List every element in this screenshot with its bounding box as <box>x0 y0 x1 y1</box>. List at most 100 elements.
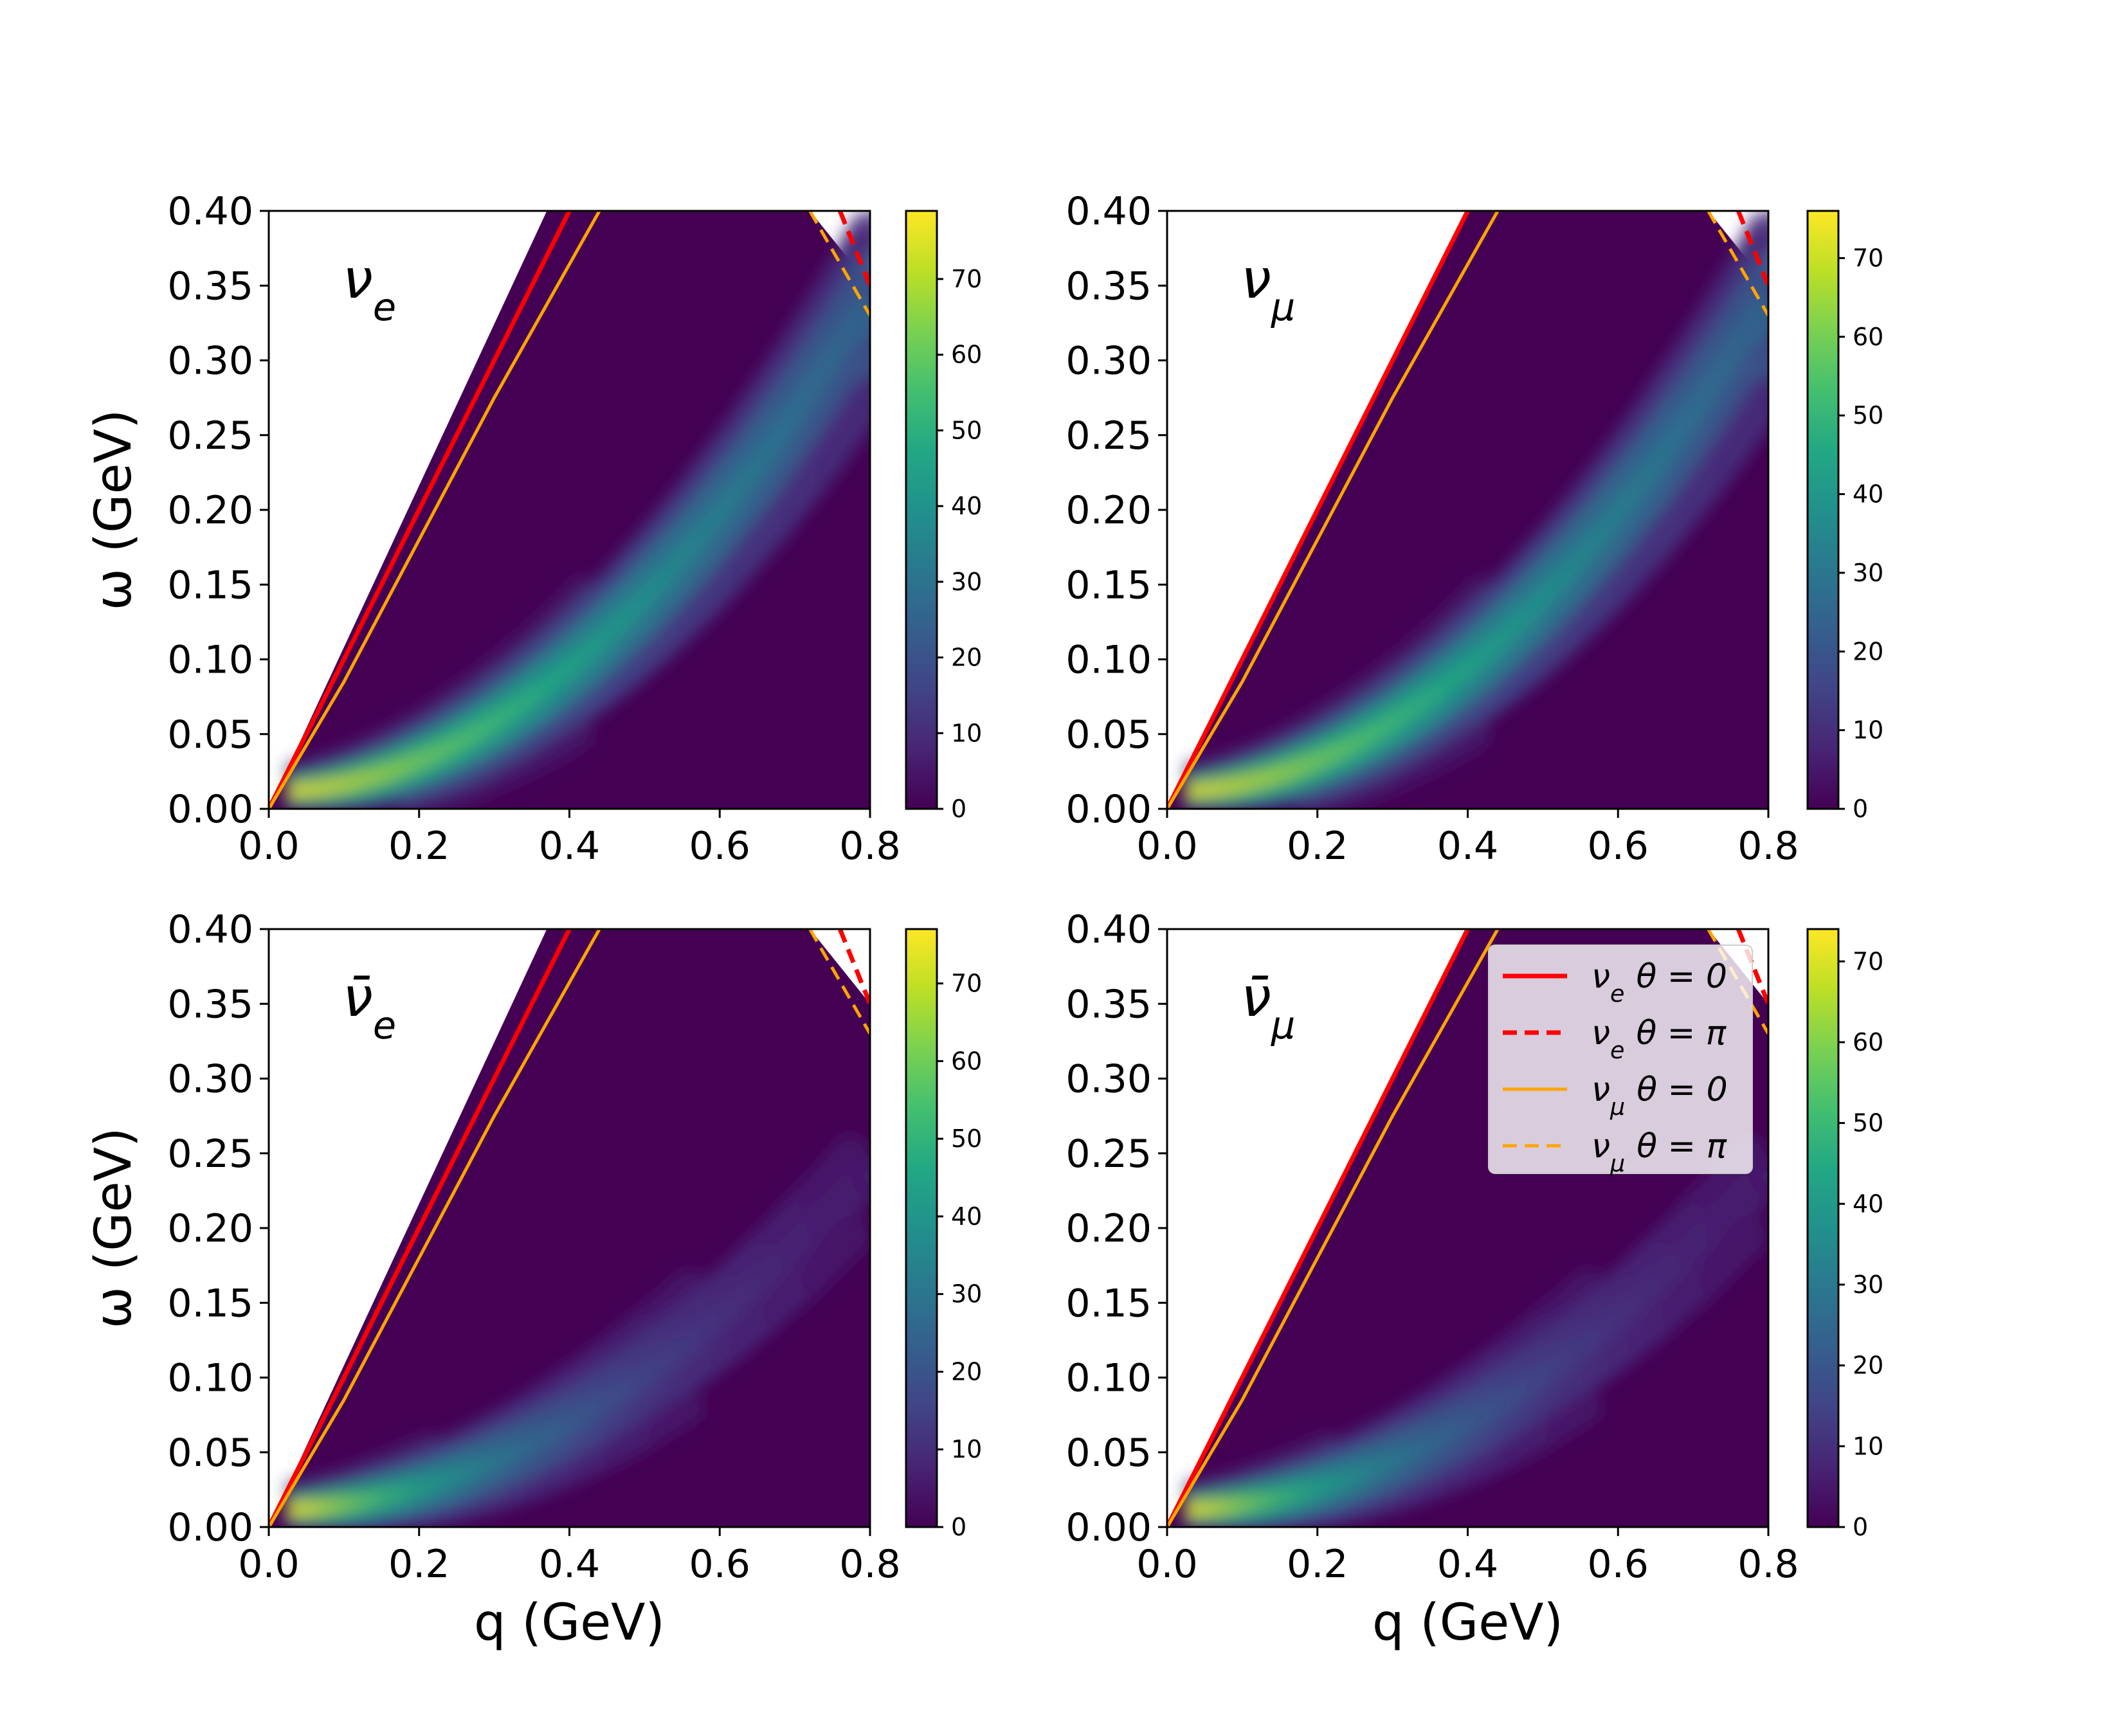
y-tick-label: 0.30 <box>1066 339 1152 384</box>
colorbar-tick-label: 60 <box>951 341 982 369</box>
y-axis-label: ω (GeV) <box>85 1128 143 1329</box>
heat-ridge <box>1184 211 1768 809</box>
heat-point <box>1746 336 1768 377</box>
x-tick-label: 0.4 <box>539 824 600 869</box>
heat-point <box>1465 723 1492 750</box>
y-tick-label: 0.05 <box>167 1431 253 1476</box>
colorbar-tick-label: 10 <box>1853 1432 1883 1460</box>
heat-point <box>830 1216 870 1257</box>
y-tick-label: 0.10 <box>1066 638 1152 683</box>
y-tick-label: 0.20 <box>1066 1206 1152 1251</box>
x-tick-label: 0.8 <box>1737 824 1799 869</box>
x-tick-label: 0.2 <box>388 1542 449 1587</box>
line-vmu_thetapi <box>1707 211 1768 316</box>
colorbar-tick-label: 50 <box>1853 401 1883 429</box>
x-tick-label: 0.4 <box>1437 1542 1498 1587</box>
colorbar-tick-label: 10 <box>1853 716 1883 745</box>
panel-label: ν̄e <box>343 966 396 1047</box>
colorbar-tick-label: 60 <box>1853 323 1883 351</box>
y-tick-label: 0.00 <box>167 1505 253 1550</box>
heat-point <box>1570 1392 1602 1424</box>
legend: νe θ = 0 νe θ = π νμ θ = 0 νμ θ = π <box>1488 945 1753 1177</box>
heat-point <box>848 211 870 252</box>
y-tick-label: 0.15 <box>167 1281 253 1326</box>
y-tick-label: 0.40 <box>167 907 253 952</box>
colorbar-tick-label: 40 <box>951 492 982 520</box>
y-tick-label: 0.35 <box>1066 982 1152 1027</box>
y-tick-label: 0.00 <box>1066 1505 1152 1550</box>
colorbar-tick-label: 10 <box>951 719 982 747</box>
y-tick-label: 0.05 <box>1066 712 1152 757</box>
colorbar-tick-label: 30 <box>951 568 982 596</box>
heat-ridge <box>286 211 870 809</box>
kinematic-region <box>269 929 870 1527</box>
line-ve_theta0 <box>269 211 572 809</box>
y-tick-label: 0.10 <box>167 1356 253 1401</box>
line-ve_thetapi <box>838 929 870 1005</box>
legend-label-ve_thetapi: νe θ = π <box>1592 1014 1727 1064</box>
heat-point <box>567 723 594 750</box>
line-ve_theta0 <box>269 929 572 1527</box>
line-vmu_theta0 <box>269 929 601 1527</box>
line-vmu_theta0 <box>1167 211 1500 809</box>
colorbar-tick-label: 40 <box>1853 480 1883 509</box>
colorbar-frame <box>905 210 938 810</box>
y-tick-label: 0.15 <box>1066 563 1152 608</box>
colorbar <box>906 211 937 809</box>
kinematic-region <box>269 211 870 809</box>
line-ve_thetapi <box>1736 211 1768 287</box>
colorbar-tick-label: 50 <box>951 416 982 444</box>
heat-point <box>848 294 870 336</box>
panel-top-right: 0.0 0.2 0.4 0.6 0.8 0.00 0.05 0.10 0.15 0.20 0.25 0… <box>1066 189 1883 869</box>
y-tick-label: 0.20 <box>1066 488 1152 533</box>
heat-point <box>1746 211 1768 252</box>
x-tick-label: 0.6 <box>689 824 750 869</box>
panel-top-left: 0.0 0.2 0.4 0.6 0.8 0.00 0.05 0.10 0.15 0.20 0.25 0… <box>85 189 982 869</box>
colorbar-frame <box>1806 928 1840 1528</box>
y-tick-label: 0.30 <box>1066 1057 1152 1102</box>
y-tick-label: 0.05 <box>167 712 253 757</box>
colorbar <box>1808 211 1838 809</box>
heat-point <box>848 252 870 294</box>
colorbar-tick-label: 70 <box>1853 947 1883 975</box>
y-tick-label: 0.20 <box>167 488 253 533</box>
heat-point <box>848 336 870 377</box>
y-tick-label: 0.35 <box>1066 264 1152 309</box>
line-vmu_thetapi <box>808 929 870 1035</box>
line-vmu_thetapi <box>1707 929 1768 1035</box>
colorbar-tick-label: 70 <box>951 970 982 998</box>
x-tick-label: 0.2 <box>1287 824 1348 869</box>
y-tick-label: 0.25 <box>167 1132 253 1177</box>
legend-label-vmu_thetapi: νμ θ = π <box>1592 1127 1727 1177</box>
x-axis-label: q (GeV) <box>474 1594 665 1652</box>
heat-point <box>1746 377 1768 419</box>
colorbar-tick-label: 20 <box>1853 1352 1883 1380</box>
y-tick-label: 0.40 <box>1066 907 1152 952</box>
colorbar-tick-label: 0 <box>951 795 966 823</box>
colorbar-tick-label: 60 <box>951 1047 982 1075</box>
y-tick-label: 0.30 <box>167 339 253 384</box>
heat-point <box>1746 294 1768 336</box>
y-tick-label: 0.10 <box>1066 1356 1152 1401</box>
y-tick-label: 0.40 <box>167 189 253 234</box>
x-tick-label: 0.0 <box>238 824 299 869</box>
x-tick-label: 0.0 <box>1136 824 1197 869</box>
y-tick-label: 0.30 <box>167 1057 253 1102</box>
heat-point <box>848 377 870 419</box>
x-tick-label: 0.4 <box>1437 824 1498 869</box>
legend-label-ve_theta0: νe θ = 0 <box>1592 957 1727 1008</box>
y-axis-label: ω (GeV) <box>85 410 143 611</box>
x-tick-label: 0.8 <box>839 1542 900 1587</box>
x-tick-label: 0.6 <box>1588 824 1649 869</box>
colorbar-tick-label: 0 <box>1853 1513 1868 1541</box>
x-tick-label: 0.8 <box>1737 1542 1799 1587</box>
colorbar-tick-label: 60 <box>1853 1028 1883 1056</box>
colorbar-tick-label: 30 <box>1853 1270 1883 1299</box>
colorbar-tick-label: 70 <box>951 265 982 293</box>
x-tick-label: 0.8 <box>839 824 900 869</box>
y-tick-label: 0.05 <box>1066 1431 1152 1476</box>
y-tick-label: 0.00 <box>1066 787 1152 832</box>
legend-box <box>1488 945 1753 1174</box>
line-vmu_theta0 <box>1167 929 1500 1527</box>
colorbar <box>906 929 937 1527</box>
